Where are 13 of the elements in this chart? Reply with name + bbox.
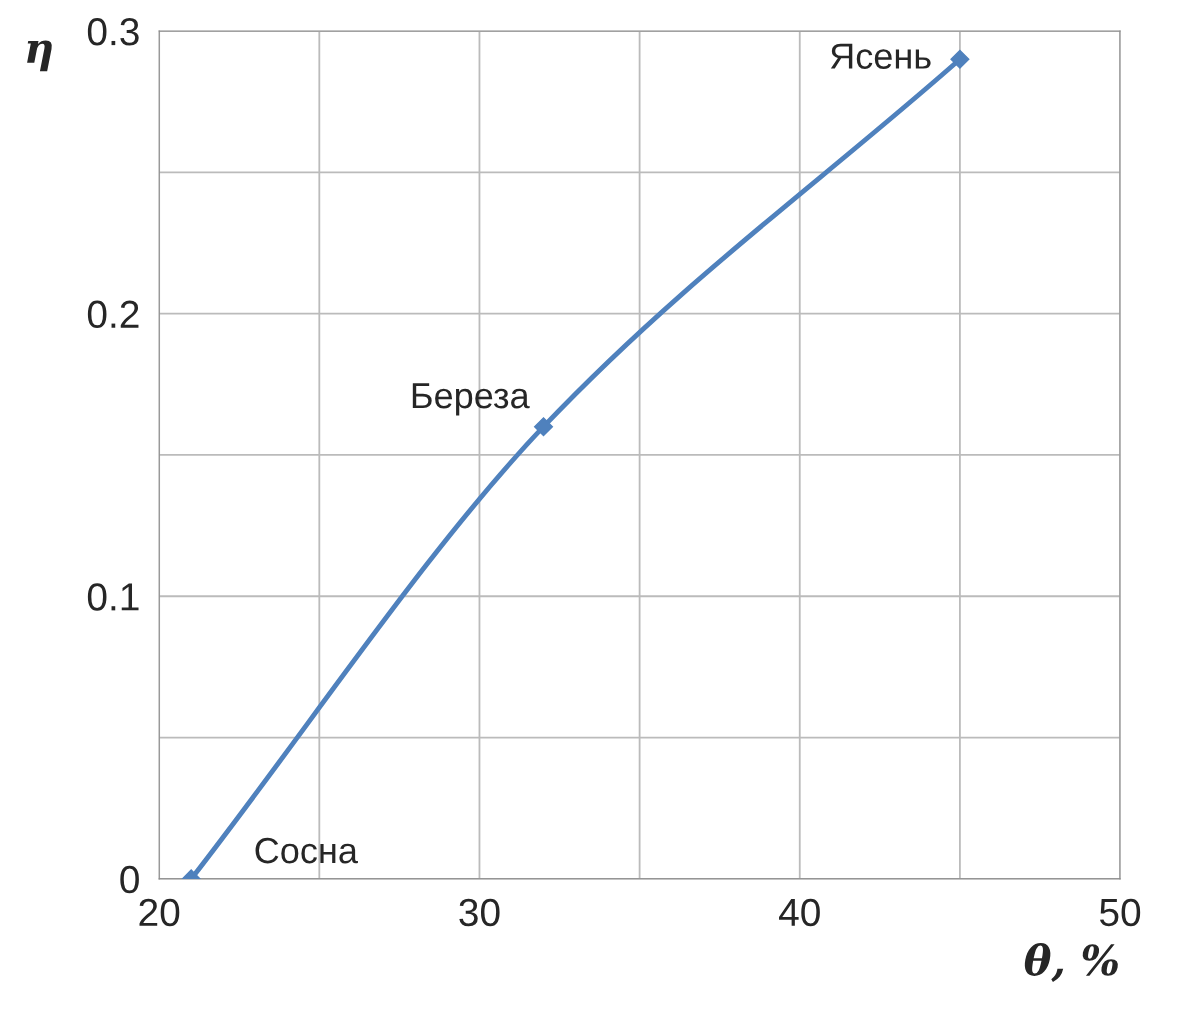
x-tick-label: 40: [779, 898, 820, 927]
annotation: Береза: [412, 383, 530, 416]
x-tick-label: 50: [1099, 898, 1141, 927]
y-tick-label: 0: [120, 865, 139, 894]
y-axis-title: η: [27, 40, 52, 72]
y-tick-label: 0.1: [87, 583, 139, 611]
x-axis-title: θ, %: [1024, 943, 1118, 983]
annotation: Сосна: [255, 837, 358, 864]
annotation: Ясень: [830, 43, 931, 69]
x-tick-label: 20: [139, 898, 180, 927]
y-tick-label: 0.2: [87, 300, 139, 329]
y-tick-label: 0.3: [87, 17, 139, 46]
x-tick-label: 30: [459, 898, 500, 927]
